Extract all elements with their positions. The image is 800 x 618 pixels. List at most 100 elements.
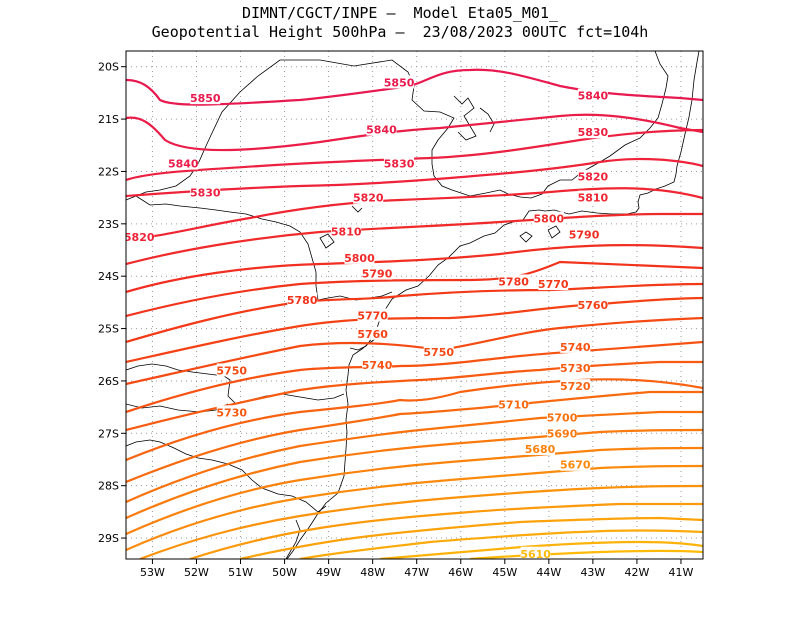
lat-tick-label: 26S — [98, 375, 119, 388]
contour-label-bg — [547, 426, 578, 440]
reservoir-sp — [319, 233, 335, 249]
lat-tick-label: 25S — [98, 323, 119, 336]
contour-line-5690 — [126, 428, 703, 520]
lon-tick-label: 45W — [492, 566, 517, 579]
contour-label: 5780 — [498, 275, 529, 288]
contour-label: 5850 — [190, 92, 221, 105]
contour-line-5700 — [126, 410, 703, 504]
brazil-coastline — [286, 51, 700, 559]
map-title-line2: Geopotential Height 500hPa – 23/08/2023 … — [151, 23, 649, 41]
map-title-line1: DIMNT/CGCT/INPE – Model Eta05_M01_ — [241, 4, 559, 22]
contour-label: 5780 — [287, 294, 318, 307]
contour-label-bg — [362, 266, 393, 280]
contour-line-5640 — [239, 516, 703, 559]
contour-label-bg — [190, 185, 221, 199]
contour-label: 5790 — [569, 228, 600, 241]
contour-label-bg — [577, 88, 608, 102]
contour-label: 5680 — [525, 443, 556, 456]
contour-label-bg — [560, 360, 591, 374]
argentina-border — [126, 403, 229, 413]
lon-tick-label: 51W — [228, 566, 253, 579]
contour-label-bg — [569, 227, 600, 241]
contour-label-bg — [331, 224, 362, 238]
contour-line-5760 — [126, 296, 703, 364]
contour-line-5800 — [126, 212, 703, 266]
contour-label-bg — [560, 457, 591, 471]
contour-label: 5670 — [560, 459, 591, 472]
lat-tick-label: 29S — [98, 532, 119, 545]
lat-tick-label: 21S — [98, 113, 119, 126]
lon-tick-label: 46W — [448, 566, 473, 579]
contour-label: 5820 — [578, 171, 609, 184]
contour-line-5620 — [379, 540, 703, 559]
contour-label: 5800 — [534, 213, 565, 226]
contour-label-bg — [547, 410, 578, 424]
contour-label-bg — [384, 75, 415, 89]
contour-line-5780 — [126, 260, 703, 318]
contour-line-5740 — [126, 340, 703, 414]
contour-label-bg — [498, 274, 529, 288]
lon-tick-label: 42W — [624, 566, 649, 579]
rio-bay — [547, 225, 561, 239]
contour-label-bg — [126, 229, 155, 243]
contour-label-bg — [366, 122, 397, 136]
contour-label-bg — [525, 442, 556, 456]
pr-sc-border — [126, 363, 345, 405]
contour-label: 5820 — [353, 192, 384, 205]
contour-label: 5790 — [362, 268, 393, 281]
contour-label-bg — [384, 156, 415, 170]
contour-label: 5720 — [560, 380, 591, 393]
sp-western-border — [135, 195, 393, 301]
reservoir-mg — [453, 95, 477, 141]
lon-tick-label: 48W — [360, 566, 385, 579]
contour-label: 5760 — [578, 299, 609, 312]
contour-label: 5830 — [578, 126, 609, 139]
contour-label-bg — [216, 363, 247, 377]
rs-inland-lake — [285, 519, 301, 559]
lon-tick-label: 50W — [272, 566, 297, 579]
contour-label: 5690 — [547, 427, 578, 440]
contour-label-bg — [538, 277, 569, 291]
lon-tick-label: 47W — [404, 566, 429, 579]
contour-label: 5810 — [331, 226, 362, 239]
lat-tick-label: 27S — [98, 427, 119, 440]
plot-frame — [125, 50, 704, 560]
contour-label-bg — [190, 91, 221, 105]
contour-label: 5740 — [560, 341, 591, 354]
contour-label-bg — [560, 339, 591, 353]
contour-label-bg — [362, 358, 393, 372]
contour-line-5630 — [299, 529, 703, 559]
contour-label: 5710 — [498, 399, 529, 412]
contour-label: 5820 — [124, 231, 155, 244]
contour-label: 5840 — [168, 158, 199, 171]
lat-tick-label: 23S — [98, 218, 119, 231]
contour-line-5710 — [126, 390, 703, 484]
contour-label-bg — [577, 190, 608, 204]
contour-line-5720 — [126, 378, 703, 462]
contour-line-5830 — [126, 128, 703, 182]
contour-line-5670 — [126, 464, 703, 552]
contour-line-5810 — [126, 187, 703, 240]
contour-label: 5730 — [560, 362, 591, 375]
sc-rs-border — [126, 439, 327, 513]
contour-line-5750 — [126, 316, 703, 386]
contour-label-bg — [533, 211, 564, 225]
contour-label: 5840 — [366, 124, 397, 137]
contour-line-5770 — [126, 282, 703, 344]
contour-label: 5840 — [578, 90, 609, 103]
contour-labels: 5850 5850 5840 5840 5840 5830 5830 5830 5820 5820… — [124, 75, 609, 559]
sp-island — [519, 231, 533, 243]
contour-label: 5800 — [344, 252, 375, 265]
reservoir-mg-2 — [479, 107, 495, 133]
contour-label: 5830 — [190, 186, 221, 199]
contour-label: 5700 — [547, 412, 578, 425]
contour-label: 5770 — [538, 278, 569, 291]
contour-label-bg — [520, 546, 551, 559]
lon-tick-label: 52W — [184, 566, 209, 579]
contour-line-5650 — [189, 502, 703, 559]
contour-label: 5750 — [216, 364, 247, 377]
contour-label-bg — [560, 379, 591, 393]
contour-label-bg — [423, 345, 454, 359]
contour-label-bg — [577, 298, 608, 311]
lon-tick-label: 53W — [140, 566, 165, 579]
